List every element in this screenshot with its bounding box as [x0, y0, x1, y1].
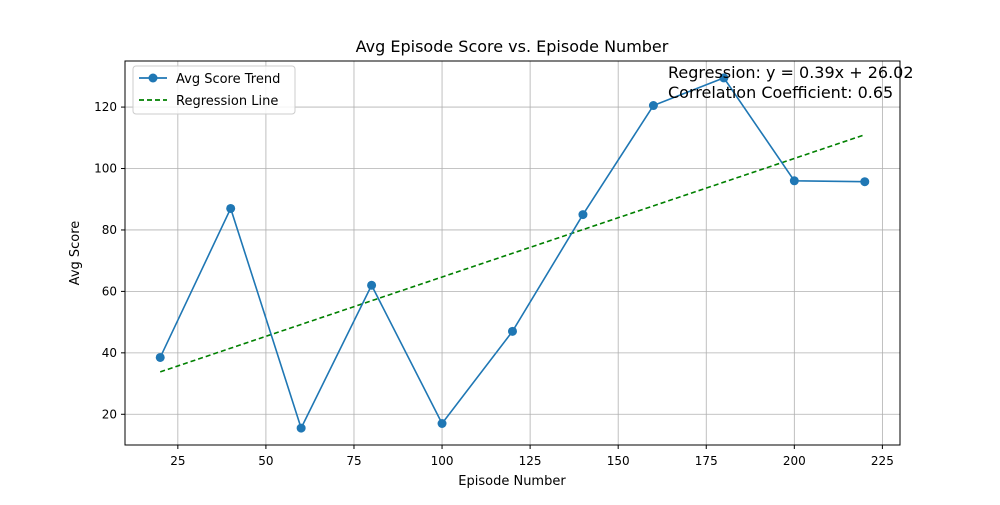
avg-score-point: [437, 418, 447, 428]
avg-score-point: [226, 203, 236, 213]
avg-score-point: [367, 280, 377, 290]
avg-score-point: [155, 352, 165, 362]
plot-frame: [124, 60, 901, 446]
x-tick-label: 225: [871, 454, 894, 468]
x-axis-ticks: 25 50 75 100 125 150 175 200 225: [170, 445, 894, 468]
x-tick-label: 150: [607, 454, 630, 468]
legend-marker-avg-score: [148, 73, 158, 83]
y-tick-label: 120: [94, 100, 117, 114]
y-axis-label: Avg Score: [68, 221, 83, 286]
regression-equation-annotation: Regression: y = 0.39x + 26.02: [668, 63, 914, 82]
series-layer: [155, 73, 870, 433]
legend: Avg Score Trend Regression Line: [132, 65, 296, 115]
regression-line: [159, 133, 866, 373]
x-tick-label: 175: [695, 454, 718, 468]
y-tick-label: 80: [102, 223, 117, 237]
avg-score-point: [648, 101, 658, 111]
legend-label-avg-score: Avg Score Trend: [176, 72, 280, 87]
x-tick-label: 75: [346, 454, 361, 468]
avg-score-point: [578, 210, 588, 220]
y-tick-label: 20: [102, 407, 117, 421]
avg-score-point: [719, 73, 729, 83]
x-tick-label: 25: [170, 454, 185, 468]
chart-title: Avg Episode Score vs. Episode Number: [356, 37, 669, 56]
legend-label-regression: Regression Line: [176, 94, 278, 109]
avg-score-point: [296, 423, 306, 433]
x-tick-label: 125: [519, 454, 542, 468]
y-tick-label: 40: [102, 346, 117, 360]
grid-lines: [125, 61, 900, 445]
y-axis-ticks: 20 40 60 80 100 120: [94, 100, 125, 421]
x-axis-label: Episode Number: [458, 474, 566, 489]
x-tick-label: 50: [258, 454, 273, 468]
correlation-annotation: Correlation Coefficient: 0.65: [668, 83, 893, 102]
x-tick-label: 200: [783, 454, 806, 468]
avg-score-point: [860, 177, 870, 187]
legend-box: [132, 65, 296, 115]
avg-score-point: [508, 326, 517, 336]
avg-score-point: [789, 176, 799, 186]
x-tick-label: 100: [431, 454, 454, 468]
y-tick-label: 100: [94, 162, 117, 176]
y-tick-label: 60: [102, 284, 117, 298]
